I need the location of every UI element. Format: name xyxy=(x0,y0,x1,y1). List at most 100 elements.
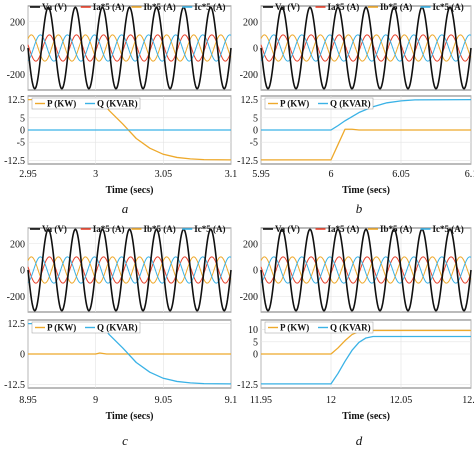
xtick-label: 9 xyxy=(93,395,98,406)
voltage-legend: Va (V) Ia*5 (A) Ib*5 (A) Ic*5 (A) xyxy=(263,2,464,12)
power-ytick-label: 0 xyxy=(253,126,258,137)
p-series xyxy=(261,128,471,161)
xtick-label: 9.05 xyxy=(155,395,173,406)
legend-entry: Va (V) xyxy=(275,2,300,12)
legend-entry: Q (KVAR) xyxy=(330,99,371,109)
legend-entry: Ib*5 (A) xyxy=(144,224,176,234)
legend-entry: Ib*5 (A) xyxy=(144,2,176,12)
voltage-ytick-label: 0 xyxy=(20,44,25,55)
legend-entry: P (KW) xyxy=(47,99,76,109)
voltage-ytick-label: -200 xyxy=(7,70,25,81)
legend-entry: Va (V) xyxy=(275,224,300,234)
ib-series xyxy=(27,256,232,284)
voltage-legend: Va (V) Ia*5 (A) Ib*5 (A) Ic*5 (A) xyxy=(30,2,226,12)
legend-entry: Ib*5 (A) xyxy=(380,2,412,12)
xtick-label: 3 xyxy=(93,169,98,180)
legend-entry: Va (V) xyxy=(42,224,67,234)
panel-label: c xyxy=(122,433,128,448)
xtick-label: 11.95 xyxy=(250,395,272,406)
va-series xyxy=(27,228,232,312)
legend-entry: Ic*5 (A) xyxy=(194,2,225,12)
x-axis-label: Time (secs) xyxy=(342,411,390,422)
legend-entry: Ic*5 (A) xyxy=(433,224,464,234)
voltage-legend: Va (V) Ia*5 (A) Ib*5 (A) Ic*5 (A) xyxy=(30,224,226,234)
power-ytick-label: 5 xyxy=(253,337,258,348)
power-ytick-label: 5 xyxy=(253,113,258,124)
ic-series xyxy=(27,256,232,284)
voltage-axes: 200 0 -200 xyxy=(7,227,232,313)
power-ytick-label: -12.5 xyxy=(237,380,258,391)
legend-entry: Ia*5 (A) xyxy=(93,224,125,234)
xtick-label: 6 xyxy=(329,169,334,180)
power-ytick-label: -12.5 xyxy=(4,380,25,391)
xtick-label: 12.1 xyxy=(462,395,474,406)
ia-series xyxy=(27,34,232,62)
power-ytick-label: 0 xyxy=(20,126,25,137)
xtick-label: 12 xyxy=(326,395,336,406)
panel-label: d xyxy=(356,433,363,448)
ic-series xyxy=(27,34,232,62)
xtick-label: 6.05 xyxy=(392,169,410,180)
legend-entry: Ia*5 (A) xyxy=(328,2,360,12)
xtick-label: 2.95 xyxy=(19,169,37,180)
voltage-ytick-label: 200 xyxy=(243,239,258,250)
xtick-label: 12.05 xyxy=(390,395,413,406)
power-ytick-label: 5 xyxy=(20,113,25,124)
legend-entry: Q (KVAR) xyxy=(97,99,138,109)
power-legend: P (KW) Q (KVAR) xyxy=(31,97,141,110)
legend-entry: Q (KVAR) xyxy=(97,323,138,333)
ic-series xyxy=(260,256,472,284)
xtick-label: 8.95 xyxy=(19,395,37,406)
voltage-axes: 200 0 -200 xyxy=(7,5,232,91)
legend-entry: Ib*5 (A) xyxy=(380,224,412,234)
power-ytick-label: -5 xyxy=(17,138,25,149)
legend-entry: Ia*5 (A) xyxy=(93,2,125,12)
ia-series xyxy=(260,256,472,284)
power-ytick-label: 12.5 xyxy=(8,319,26,330)
legend-entry: Q (KVAR) xyxy=(330,323,371,333)
legend-entry: Va (V) xyxy=(42,2,67,12)
power-ytick-label: 12.5 xyxy=(8,95,26,106)
ib-series xyxy=(27,34,232,62)
power-ytick-label: 10 xyxy=(248,325,258,336)
power-ytick-label: 0 xyxy=(20,350,25,361)
ic-series xyxy=(260,34,472,62)
power-ytick-label: -12.5 xyxy=(237,156,258,167)
legend-entry: P (KW) xyxy=(47,323,76,333)
x-axis-label: Time (secs) xyxy=(342,185,390,196)
power-legend: P (KW) Q (KVAR) xyxy=(31,321,141,334)
xtick-label: 3.05 xyxy=(155,169,173,180)
voltage-ytick-label: 0 xyxy=(253,44,258,55)
voltage-axes: 200 0 -200 xyxy=(240,5,472,91)
voltage-ytick-label: 0 xyxy=(253,266,258,277)
voltage-ytick-label: -200 xyxy=(240,70,258,81)
power-legend: P (KW) Q (KVAR) xyxy=(264,321,374,334)
voltage-ytick-label: -200 xyxy=(7,292,25,303)
q-series xyxy=(261,98,472,131)
legend-entry: P (KW) xyxy=(280,323,309,333)
legend-entry: P (KW) xyxy=(280,99,309,109)
ib-series xyxy=(260,34,472,62)
power-ytick-label: -12.5 xyxy=(4,156,25,167)
panel-c: 200 0 -200 Va (V) Ia*5 (A) Ib*5 (A) Ic*5 (A) 12… xyxy=(4,224,237,448)
x-axis-label: Time (secs) xyxy=(106,411,154,422)
va-series xyxy=(27,6,232,90)
voltage-ytick-label: 200 xyxy=(10,239,25,250)
ia-series xyxy=(260,34,472,62)
panel-d: 200 0 -200 Va (V) Ia*5 (A) Ib*5 (A) Ic*5 (A) 10… xyxy=(237,224,474,448)
voltage-legend: Va (V) Ia*5 (A) Ib*5 (A) Ic*5 (A) xyxy=(263,224,464,234)
power-ytick-label: -5 xyxy=(250,138,258,149)
legend-entry: Ic*5 (A) xyxy=(194,224,225,234)
power-legend: P (KW) Q (KVAR) xyxy=(264,97,374,110)
power-ytick-label: 12.5 xyxy=(241,95,259,106)
ib-series xyxy=(260,256,472,284)
voltage-ytick-label: 200 xyxy=(10,17,25,28)
voltage-axes: 200 0 -200 xyxy=(240,227,472,313)
xtick-label: 9.1 xyxy=(225,395,238,406)
p-series xyxy=(28,352,231,355)
xtick-label: 5.95 xyxy=(252,169,270,180)
q-series xyxy=(261,335,471,385)
power-ytick-label: 0 xyxy=(253,350,258,361)
va-series xyxy=(260,228,472,312)
